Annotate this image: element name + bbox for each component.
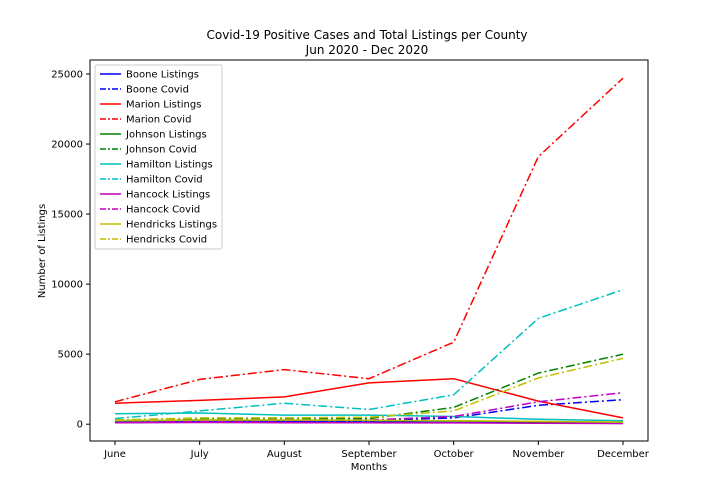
series-line-marion-covid bbox=[114, 77, 624, 403]
series-line-hendricks-listings bbox=[114, 419, 624, 423]
y-tick-label: 20000 bbox=[51, 140, 83, 151]
legend-label-hancock-listings: Hancock Listings bbox=[126, 190, 210, 201]
chart-subtitle: Jun 2020 - Dec 2020 bbox=[305, 43, 429, 57]
legend-label-boone-listings: Boone Listings bbox=[126, 70, 199, 81]
chart-title: Covid-19 Positive Cases and Total Listin… bbox=[206, 28, 527, 42]
legend-label-hendricks-covid: Hendricks Covid bbox=[126, 235, 207, 246]
legend-label-johnson-listings: Johnson Listings bbox=[125, 130, 207, 141]
x-axis-label: Months bbox=[351, 462, 388, 473]
plot-area bbox=[114, 77, 624, 425]
y-tick-label: 0 bbox=[77, 420, 83, 431]
x-tick-label: August bbox=[267, 449, 302, 460]
legend-label-marion-covid: Marion Covid bbox=[126, 115, 191, 126]
series-line-hamilton-listings bbox=[114, 412, 624, 422]
y-tick-label: 25000 bbox=[51, 70, 83, 81]
legend-label-hancock-covid: Hancock Covid bbox=[126, 205, 200, 216]
series-line-johnson-covid bbox=[114, 353, 624, 421]
series-line-hamilton-covid bbox=[114, 288, 624, 420]
y-tick-label: 15000 bbox=[51, 210, 83, 221]
series-line-hendricks-covid bbox=[114, 357, 624, 421]
y-tick-label: 10000 bbox=[51, 280, 83, 291]
legend-label-hamilton-listings: Hamilton Listings bbox=[126, 160, 213, 171]
series-line-hancock-listings bbox=[114, 421, 624, 425]
axes: June July August September October November De… bbox=[51, 59, 650, 460]
legend-label-johnson-covid: Johnson Covid bbox=[125, 145, 197, 156]
x-tick-label: July bbox=[190, 449, 209, 460]
x-tick-label: June bbox=[103, 449, 126, 460]
legend-label-hamilton-covid: Hamilton Covid bbox=[126, 175, 203, 186]
legend-label-hendricks-listings: Hendricks Listings bbox=[126, 220, 217, 231]
x-tick-label: October bbox=[434, 449, 475, 460]
legend-label-boone-covid: Boone Covid bbox=[126, 85, 189, 96]
legend: Boone Listings Boone Covid Marion Listings… bbox=[94, 64, 223, 250]
x-tick-label: November bbox=[512, 449, 565, 460]
y-axis-label: Number of Listings bbox=[37, 204, 48, 298]
legend-box bbox=[94, 64, 223, 250]
legend-label-marion-listings: Marion Listings bbox=[126, 100, 201, 111]
x-tick-label: December bbox=[597, 449, 650, 460]
series-line-marion-listings bbox=[114, 377, 624, 419]
x-tick-label: September bbox=[341, 449, 397, 460]
y-tick-label: 5000 bbox=[58, 350, 83, 361]
